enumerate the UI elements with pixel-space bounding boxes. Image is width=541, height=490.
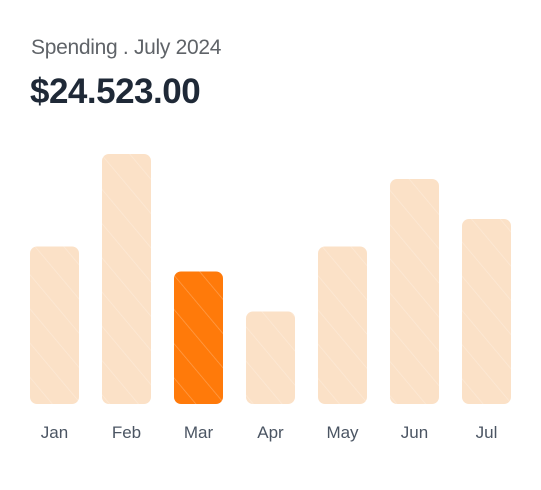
bars-group	[30, 154, 511, 404]
bar-hatch-jul	[462, 219, 511, 404]
x-label-jan: Jan	[41, 423, 68, 442]
x-label-jun: Jun	[401, 423, 428, 442]
x-label-mar: Mar	[184, 423, 214, 442]
bar-hatch-jun	[390, 179, 439, 404]
x-label-may: May	[326, 423, 359, 442]
x-label-apr: Apr	[257, 423, 284, 442]
bar-hatch-jan	[30, 246, 79, 404]
bar-hatch-feb	[102, 154, 151, 404]
bar-hatch-may	[318, 246, 367, 404]
chart-subtitle: Spending . July 2024	[31, 36, 222, 59]
total-amount: $24.523.00	[30, 72, 201, 111]
bar-hatch-mar	[174, 271, 223, 404]
bar-hatch-apr	[246, 311, 295, 404]
x-label-jul: Jul	[476, 423, 498, 442]
x-axis-labels: Jan Feb Mar Apr May Jun Jul	[41, 423, 498, 442]
x-label-feb: Feb	[112, 423, 141, 442]
